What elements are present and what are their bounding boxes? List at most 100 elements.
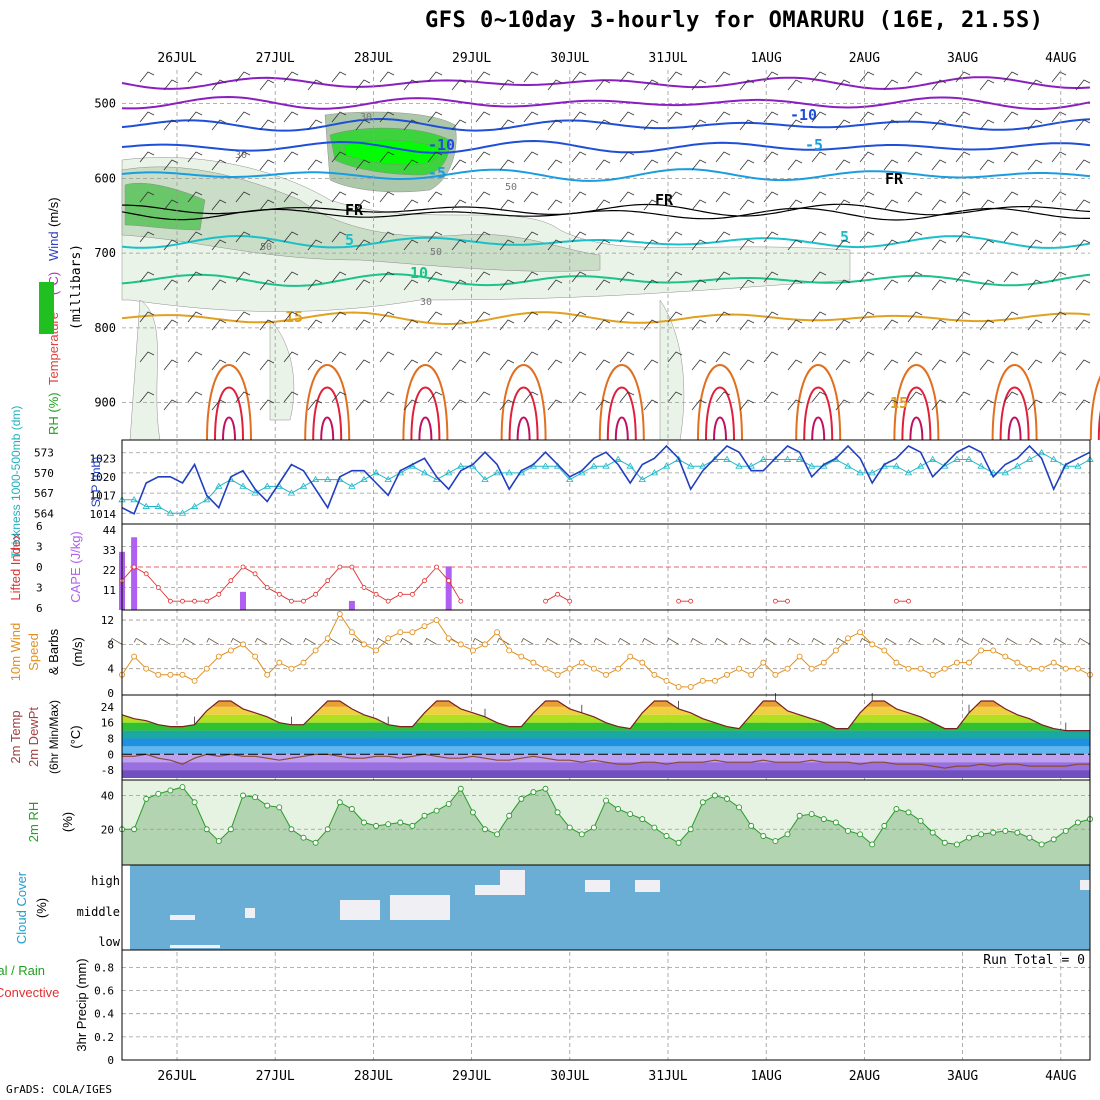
thickness-line-point	[1013, 462, 1022, 469]
y-axis-label: (m/s)	[70, 637, 85, 667]
rh-line-point	[300, 834, 307, 841]
wind-barb	[403, 239, 419, 251]
wind-barb	[499, 399, 515, 411]
temp-contour	[121, 139, 1091, 154]
contour-label: 10	[410, 264, 428, 282]
wind-speed-line-point	[857, 629, 864, 636]
wind-barb	[451, 199, 467, 211]
wind-barb	[787, 359, 803, 371]
thickness-line-point	[565, 475, 574, 483]
thickness-line-point	[444, 469, 453, 476]
thickness-line-point	[965, 455, 973, 462]
contour-label: 50	[260, 242, 272, 253]
wind-barb	[163, 119, 179, 131]
wind-barb	[1027, 239, 1043, 251]
wind-barb	[235, 151, 251, 163]
surface-wind-barb	[835, 637, 849, 645]
wind-barb	[811, 191, 827, 203]
wind-barb	[595, 279, 611, 291]
cloud-fraction	[340, 900, 380, 920]
rh-line-point	[373, 822, 380, 829]
wind-barb	[163, 159, 179, 171]
wind-speed-line-point	[469, 647, 476, 654]
thickness-line-point	[735, 462, 743, 469]
li-point	[773, 598, 778, 604]
wind-barb	[859, 271, 875, 283]
wind-barb	[499, 359, 515, 371]
wind-barb	[1027, 359, 1043, 371]
wind-barb	[955, 351, 971, 363]
warm-contour	[811, 416, 826, 441]
cloud-tick: middle	[77, 905, 120, 919]
precip-tick: 0.4	[94, 1008, 114, 1021]
wind-barb	[811, 271, 827, 283]
wind-barb	[403, 279, 419, 291]
wind-barb	[1075, 119, 1091, 131]
wind-barb	[979, 239, 995, 251]
rh-line-point	[240, 792, 246, 799]
wind-barb	[139, 231, 155, 243]
contour-label: 50	[430, 247, 442, 258]
wind-barb	[523, 151, 539, 163]
wind-barb	[643, 159, 659, 171]
rh-line-point	[808, 811, 815, 818]
wind-barb	[811, 351, 827, 363]
wind-barb	[907, 111, 923, 123]
wind-barb	[691, 199, 707, 211]
wind-speed-line-point	[264, 671, 271, 678]
wind-speed-line-point	[820, 659, 827, 666]
rh-line-point	[772, 838, 779, 845]
surface-wind-barb	[593, 637, 607, 645]
wind-barb	[235, 391, 251, 403]
wind-barb	[499, 239, 515, 251]
contour-label: 30	[420, 297, 432, 308]
rh-line-point	[506, 812, 513, 819]
thickness-line-point	[953, 455, 961, 462]
rh-line-point	[457, 785, 464, 792]
wind-barb	[499, 79, 515, 91]
warm-contour	[803, 386, 834, 441]
thickness-line-point	[602, 462, 610, 469]
date-label-top: 27JUL	[256, 51, 295, 66]
wind-barb	[475, 271, 491, 283]
wind-speed-line-point	[506, 647, 513, 654]
temp-band	[122, 701, 1090, 707]
wind-barb	[403, 199, 419, 211]
wind-barb	[211, 199, 227, 211]
wind-speed-line-point	[905, 665, 912, 672]
wind-speed-line-point	[808, 665, 815, 672]
warm-contour	[991, 364, 1038, 441]
rh-line-point	[905, 809, 912, 816]
wind-barb	[259, 159, 275, 171]
thickness-line-point	[868, 469, 876, 476]
rh-line-point	[978, 831, 985, 838]
wind-barb	[379, 271, 395, 283]
wind-barb	[763, 311, 779, 323]
wind-speed-line-point	[542, 665, 549, 672]
wind-speed-line-point	[215, 653, 222, 660]
wind-barb	[163, 359, 179, 371]
thickness-line-point	[457, 462, 465, 469]
wind-barb	[739, 79, 755, 91]
rh-shading	[129, 299, 161, 441]
wind-barb	[523, 111, 539, 123]
freezing-line	[122, 203, 1091, 217]
cape-bar	[445, 566, 452, 610]
thickness-line-point	[1025, 455, 1034, 462]
rh-line-point	[724, 795, 730, 802]
wind-barb	[859, 151, 875, 163]
cape-bar	[240, 591, 246, 610]
rh-line-point	[578, 831, 585, 838]
wind-barb	[475, 151, 491, 163]
wind-speed-line-point	[711, 677, 718, 684]
wind-barb	[427, 71, 443, 83]
surface-wind-barb	[496, 637, 510, 645]
wind-tick: 12	[101, 614, 114, 627]
date-label-top: 3AUG	[947, 51, 978, 66]
wind-barb	[835, 359, 851, 371]
li-point	[349, 564, 355, 570]
wind-barb	[955, 191, 971, 203]
wind-barb	[595, 239, 611, 251]
surface-wind-barb	[351, 637, 365, 645]
wind-speed-line-point	[167, 671, 174, 678]
